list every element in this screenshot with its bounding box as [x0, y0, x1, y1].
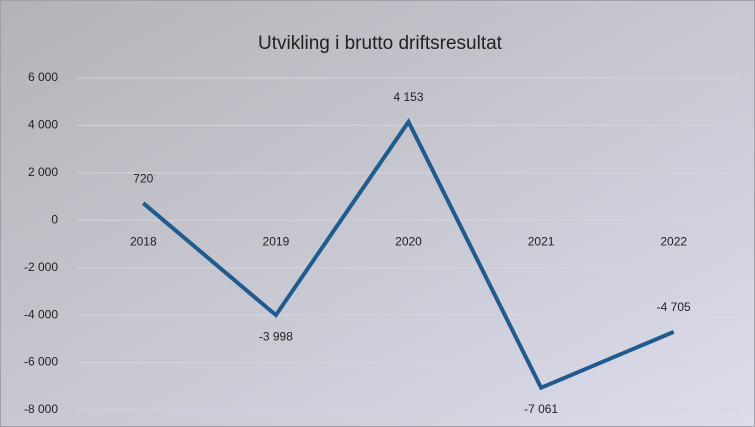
y-tick-label: 4 000	[28, 118, 58, 132]
y-tick-label: -4 000	[24, 307, 58, 321]
data-label: -4 705	[657, 300, 691, 314]
data-label: 4 153	[393, 90, 423, 104]
y-tick-label: 0	[51, 212, 58, 226]
data-label: -7 061	[524, 402, 558, 416]
x-tick-label: 2019	[263, 234, 290, 248]
x-tick-label: 2021	[528, 234, 555, 248]
y-tick-label: -6 000	[24, 355, 58, 369]
data-label: 720	[133, 171, 153, 185]
y-tick-label: -8 000	[24, 402, 58, 416]
data-label: -3 998	[259, 329, 293, 343]
y-tick-label: 6 000	[28, 70, 58, 84]
x-tick-label: 2020	[395, 234, 422, 248]
y-tick-label: -2 000	[24, 260, 58, 274]
chart-title: Utvikling i brutto driftsresultat	[258, 33, 503, 54]
data-line	[142, 117, 675, 391]
y-tick-label: 2 000	[28, 165, 58, 179]
x-tick-label: 2018	[130, 234, 157, 248]
x-tick-label: 2022	[660, 234, 687, 248]
